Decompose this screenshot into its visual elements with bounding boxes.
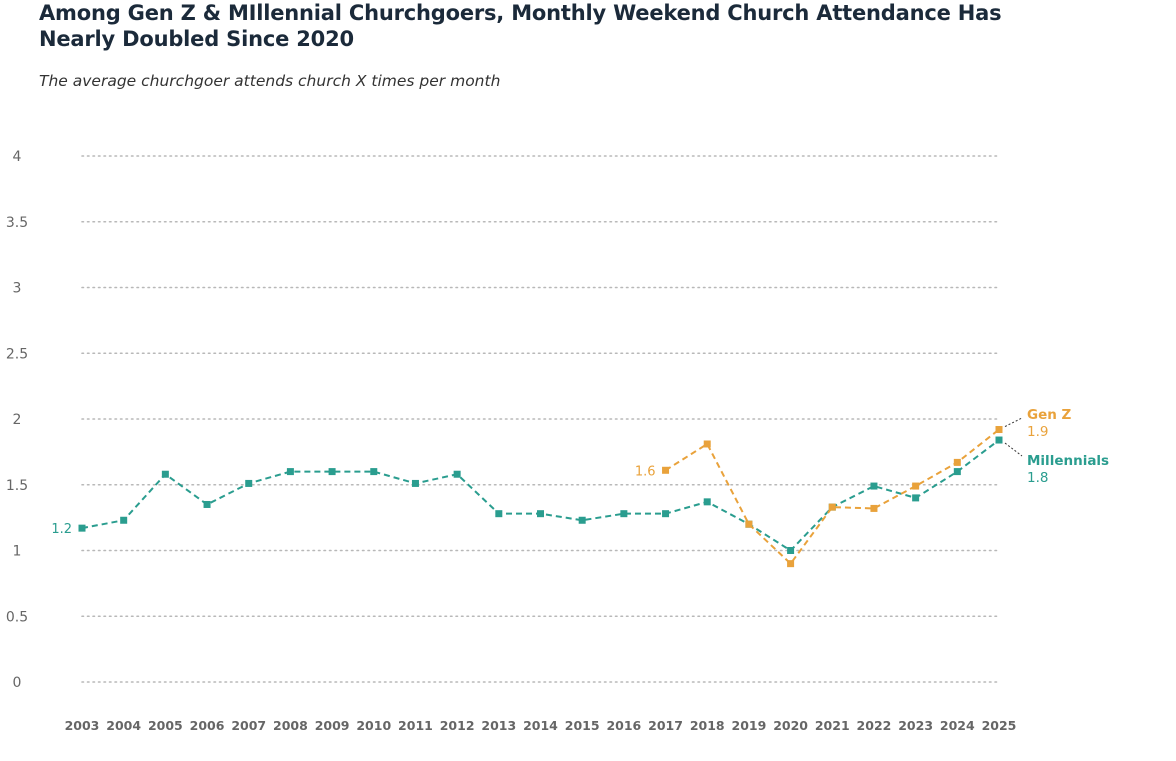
- y-tick-label: 3: [13, 281, 22, 297]
- gen-z-point: [828, 503, 836, 511]
- x-tick-label: 2025: [982, 718, 1017, 733]
- gen-z-line: [665, 428, 1000, 566]
- chart-title: Among Gen Z & MIllennial Churchgoers, Mo…: [39, 1, 1002, 51]
- millennials-point: [411, 479, 419, 487]
- gen-z-point: [662, 466, 670, 474]
- millennials-point: [78, 524, 86, 532]
- y-tick-label: 2: [13, 412, 22, 428]
- millennials-point: [662, 510, 670, 518]
- millennials-point: [161, 470, 169, 478]
- gen-z-point: [787, 560, 795, 568]
- millennials-legend-label: Millennials: [1027, 453, 1109, 469]
- millennials-point: [787, 547, 795, 554]
- x-tick-label: 2014: [523, 718, 558, 733]
- gen-z-point: [912, 482, 920, 490]
- y-tick-label: 1.5: [6, 478, 28, 494]
- x-tick-label: 2003: [65, 718, 100, 733]
- x-tick-label: 2012: [440, 718, 475, 733]
- gen-z-point: [703, 440, 711, 448]
- millennials-point: [870, 482, 878, 490]
- gen-z-point: [953, 458, 961, 466]
- millennials-start-label: 1.2: [51, 522, 72, 537]
- gridlines: [81, 155, 1000, 683]
- y-tick-label: 1: [13, 544, 22, 560]
- gen-z-point: [870, 504, 878, 512]
- genz-legend-label: Gen Z: [1027, 407, 1072, 423]
- x-tick-label: 2022: [857, 718, 892, 733]
- y-tick-label: 0: [13, 675, 22, 691]
- millennials-point: [370, 468, 378, 476]
- millennials-point: [912, 494, 920, 502]
- x-tick-label: 2024: [940, 718, 975, 733]
- x-axis-ticks: 2003 2004 2005 2006 2007 2008 2009 2010 2011 2012…: [65, 718, 1017, 733]
- millennials-point: [495, 510, 503, 518]
- millennials-point: [953, 468, 961, 476]
- x-tick-label: 2019: [732, 718, 767, 733]
- x-tick-label: 2015: [565, 718, 600, 733]
- chart-subtitle: The average churchgoer attends church X …: [39, 72, 501, 90]
- y-tick-label: 3.5: [6, 215, 28, 231]
- x-tick-label: 2007: [231, 718, 266, 733]
- x-tick-label: 2011: [398, 718, 433, 733]
- millennials-leader-line: [1004, 442, 1023, 457]
- y-axis-ticks: 0 0.5 1 1.5 2 2.5 3 3.5 4: [6, 149, 28, 691]
- x-tick-label: 2004: [106, 718, 141, 733]
- millennials-end-label: 1.8: [1027, 470, 1048, 486]
- millennials-point: [578, 516, 586, 524]
- millennials-point: [120, 516, 128, 524]
- x-tick-label: 2006: [190, 718, 225, 733]
- millennials-point: [703, 498, 711, 506]
- millennials-point: [203, 500, 211, 508]
- x-tick-label: 2018: [690, 718, 725, 733]
- genz-end-label: 1.9: [1027, 424, 1048, 440]
- x-tick-label: 2020: [773, 718, 808, 733]
- x-tick-label: 2005: [148, 718, 183, 733]
- y-tick-label: 4: [13, 149, 22, 165]
- millennials-point: [286, 468, 294, 476]
- millennials-point: [995, 436, 1003, 444]
- genz-start-label: 1.6: [635, 464, 656, 479]
- x-tick-label: 2016: [606, 718, 641, 733]
- y-tick-label: 0.5: [6, 609, 28, 625]
- x-tick-label: 2009: [315, 718, 350, 733]
- gen-z-point: [995, 426, 1003, 434]
- x-tick-label: 2023: [898, 718, 933, 733]
- series: [78, 426, 1003, 568]
- millennials-line: [81, 439, 1000, 552]
- x-tick-label: 2017: [648, 718, 683, 733]
- x-tick-label: 2013: [481, 718, 516, 733]
- x-tick-label: 2010: [356, 718, 391, 733]
- millennials-point: [537, 510, 544, 518]
- genz-leader-line: [1004, 417, 1023, 427]
- millennials-point: [245, 479, 253, 487]
- x-tick-label: 2008: [273, 718, 308, 733]
- millennials-point: [328, 468, 336, 476]
- x-tick-label: 2021: [815, 718, 850, 733]
- millennials-point: [453, 470, 461, 478]
- y-tick-label: 2.5: [6, 346, 28, 362]
- gen-z-point: [745, 520, 753, 528]
- millennials-point: [620, 510, 628, 518]
